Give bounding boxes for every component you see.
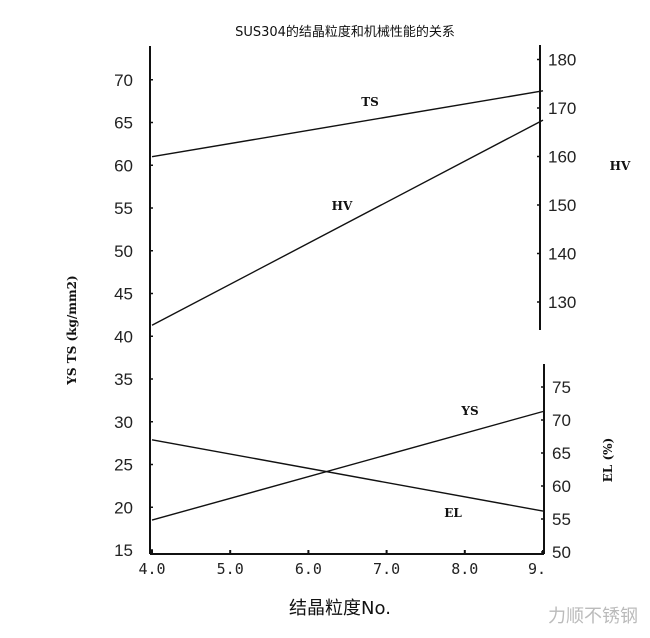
x-tick-label: 7.0 [373,560,400,578]
chart-title: SUS304的结晶粒度和机械性能的关系 [235,24,455,40]
y-axis-label-left: YS TS (kg/mm2) [65,275,79,385]
series-label-ys: YS [460,404,478,418]
series-line-el [151,439,544,512]
right-bottom-tick-label: 65 [552,444,571,463]
series-line-ys [151,410,544,521]
series-label-hv: HV [332,199,353,213]
right-bottom-tick-label: 60 [552,477,571,496]
left-tick-label: 50 [114,242,133,261]
x-axis-label: 结晶粒度No. [289,598,391,619]
left-tick-label: 15 [114,541,133,560]
left-tick-label: 35 [114,370,133,389]
right-top-tick-label: 150 [548,196,576,215]
x-tick-label: 9. [528,560,546,578]
right-top-tick-label: 180 [548,51,576,70]
left-tick-label: 30 [114,413,133,432]
right-bottom-tick-label: 55 [552,510,571,529]
series-line-ts [151,90,544,158]
right-bottom-tick-label: 75 [552,378,571,397]
y-axis-label-right-top: HV [610,159,631,173]
right-top-tick-label: 160 [548,148,576,167]
right-top-tick-label: 140 [548,245,576,264]
left-tick-label: 25 [114,456,133,475]
series-line-hv [151,119,544,326]
right-bottom-tick-label: 50 [552,543,571,562]
left-tick-label: 55 [114,199,133,218]
series-label-ts: TS [361,95,379,109]
right-top-tick-label: 170 [548,99,576,118]
left-tick-label: 40 [114,327,133,346]
x-tick-label: 6.0 [295,560,322,578]
y-axis-label-right-bottom: EL (%) [601,438,615,483]
x-tick-label: 5.0 [217,560,244,578]
left-tick-label: 45 [114,285,133,304]
series-label-el: EL [444,506,462,520]
left-tick-label: 70 [114,71,133,90]
right-bottom-tick-label: 70 [552,411,571,430]
watermark: 力顺不锈钢 [548,606,638,627]
x-tick-label: 8.0 [451,560,478,578]
right-top-tick-label: 130 [548,293,576,312]
left-tick-label: 60 [114,156,133,175]
left-tick-label: 20 [114,498,133,517]
x-tick-label: 4.0 [138,560,165,578]
left-tick-label: 65 [114,114,133,133]
